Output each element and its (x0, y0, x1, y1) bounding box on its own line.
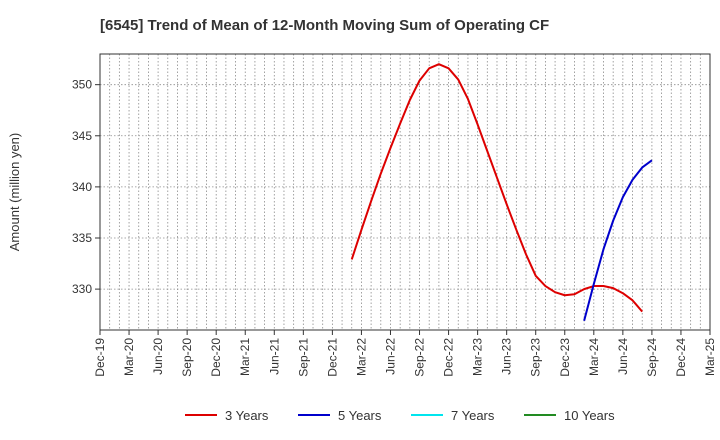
x-tick-label: Mar-22 (354, 338, 368, 376)
x-tick-labels: Dec-19 Mar-20 Jun-20 Sep-20 Dec-20 Mar-21 Jun-… (93, 330, 717, 377)
x-tick-label: Mar-20 (122, 338, 136, 376)
x-tick-label: Mar-25 (703, 338, 717, 376)
x-tick-label: Mar-24 (587, 338, 601, 376)
legend-label-10-years: 10 Years (564, 408, 615, 423)
y-tick-label: 335 (72, 231, 92, 245)
y-tick-label: 345 (72, 129, 92, 143)
x-tick-label: Dec-22 (442, 338, 456, 377)
legend-label-3-years: 3 Years (225, 408, 269, 423)
x-tick-label: Mar-23 (471, 338, 485, 376)
x-tick-label: Jun-20 (151, 338, 165, 375)
x-tick-label: Sep-20 (180, 338, 194, 377)
series-lines (350, 63, 653, 322)
legend-label-7-years: 7 Years (451, 408, 495, 423)
plot-area-frame (99, 53, 711, 331)
x-tick-label: Sep-23 (529, 338, 543, 377)
x-tick-label: Mar-21 (238, 338, 252, 376)
series-line-5-years (583, 159, 653, 322)
x-tick-label: Jun-24 (616, 338, 630, 375)
x-tick-label: Jun-23 (500, 338, 514, 375)
x-tick-label: Dec-20 (209, 338, 223, 377)
y-axis-label: Amount (million yen) (7, 133, 22, 252)
x-tick-label: Dec-19 (93, 338, 107, 377)
x-tick-label: Dec-24 (674, 338, 688, 377)
x-tick-label: Jun-22 (383, 338, 397, 375)
chart-title: [6545] Trend of Mean of 12-Month Moving … (100, 17, 549, 34)
x-tick-label: Jun-21 (267, 338, 281, 375)
y-tick-label: 330 (72, 282, 92, 296)
y-tick-label: 340 (72, 180, 92, 194)
x-tick-label: Sep-24 (645, 338, 659, 377)
legend-label-5-years: 5 Years (338, 408, 382, 423)
x-tick-label: Sep-21 (296, 338, 310, 377)
grid-lines (100, 54, 710, 330)
x-tick-label: Sep-22 (413, 338, 427, 377)
y-tick-labels: 330 335 340 345 350 (72, 78, 100, 296)
y-tick-label: 350 (72, 78, 92, 92)
x-tick-label: Dec-23 (558, 338, 572, 377)
legend: 3 Years 5 Years 7 Years 10 Years (185, 408, 615, 423)
x-tick-label: Dec-21 (325, 338, 339, 377)
